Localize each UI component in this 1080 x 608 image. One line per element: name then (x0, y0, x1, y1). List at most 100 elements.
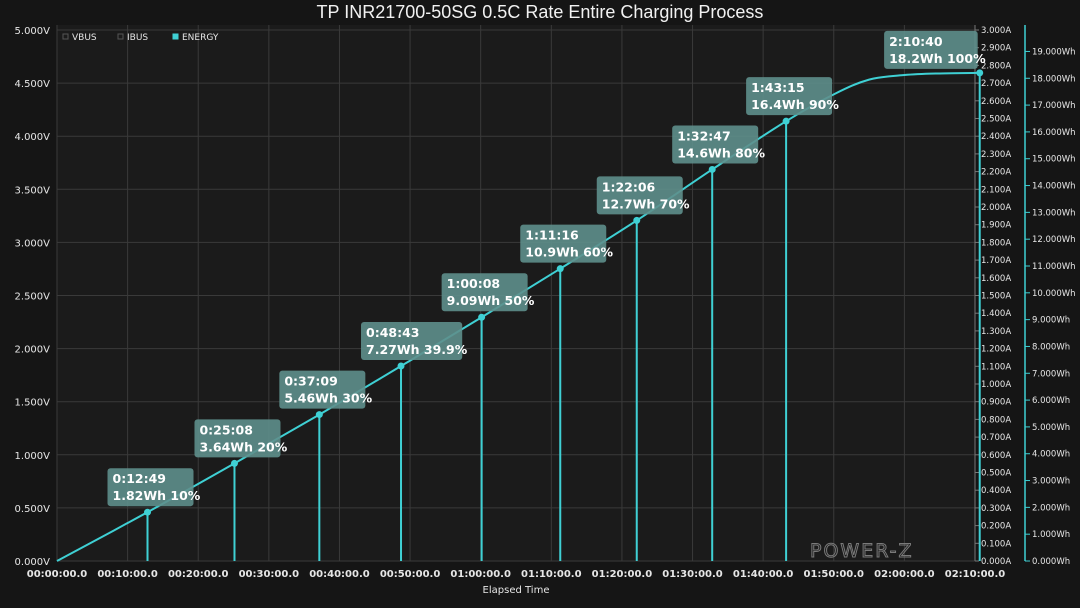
energy-tick-label: 6.000Wh (1032, 396, 1070, 406)
current-tick-label: 1.400A (981, 309, 1011, 319)
current-tick-label: 2.500A (981, 115, 1011, 125)
annotation-box (441, 273, 528, 312)
annotation-time: 1:43:15 (751, 80, 805, 95)
energy-tick-label: 1.000Wh (1032, 530, 1070, 540)
annotation-marker (397, 362, 405, 370)
x-tick-label: 02:10:00.0 (945, 569, 1006, 580)
x-tick-label: 01:30:00.0 (662, 569, 723, 580)
energy-tick-label: 10.000Wh (1032, 289, 1076, 299)
current-tick-label: 1.300A (981, 327, 1011, 337)
current-tick-label: 1.800A (981, 238, 1011, 248)
annotation-marker (315, 411, 323, 419)
current-tick-label: 2.800A (981, 61, 1011, 71)
y-tick-label: 3.000V (15, 238, 51, 249)
energy-tick-label: 18.000Wh (1032, 74, 1076, 84)
current-tick-label: 1.600A (981, 274, 1011, 284)
current-tick-label: 2.100A (981, 185, 1011, 195)
annotation-time: 1:00:08 (447, 276, 501, 291)
annotation-label: 1:32:47 14.6Wh 80% (672, 125, 765, 164)
current-tick-label: 0.300A (981, 504, 1011, 514)
annotation-marker (556, 265, 564, 273)
current-tick-label: 1.100A (981, 362, 1011, 372)
annotation-box (520, 224, 607, 263)
x-tick-label: 00:30:00.0 (239, 569, 300, 580)
current-tick-label: 3.000A (981, 26, 1011, 36)
energy-tick-label: 3.000Wh (1032, 477, 1070, 487)
annotation-label: 1:11:16 10.9Wh 60% (520, 224, 614, 263)
annotation-marker (633, 216, 641, 224)
annotation-box (279, 370, 366, 409)
legend-item: ENERGY (182, 33, 219, 43)
annotation-value: 1.82Wh 10% (113, 488, 201, 503)
x-tick-label: 00:00:00.0 (27, 569, 88, 580)
y-axis-voltage: 0.000V 0.500V 1.000V 1.500V 2.000V 2.500V 3.00… (15, 26, 51, 568)
x-tick-label: 00:10:00.0 (97, 569, 158, 580)
energy-tick-label: 9.000Wh (1032, 316, 1070, 326)
energy-tick-label: 4.000Wh (1032, 450, 1070, 460)
x-tick-label: 01:50:00.0 (804, 569, 865, 580)
legend-swatch (172, 33, 179, 40)
energy-tick-label: 2.000Wh (1032, 503, 1070, 513)
annotation-time: 0:48:43 (366, 325, 420, 340)
annotation-box (194, 419, 281, 458)
y-tick-label: 2.500V (15, 292, 51, 303)
legend-item: IBUS (127, 33, 148, 43)
energy-tick-label: 16.000Wh (1032, 128, 1076, 138)
annotation-label: 1:22:06 12.7Wh 70% (596, 176, 690, 215)
current-tick-label: 2.400A (981, 132, 1011, 142)
annotation-box (746, 77, 833, 116)
annotation-box (672, 125, 759, 164)
annotation-value: 3.64Wh 20% (199, 439, 287, 454)
watermark-logo: POWER-Z (810, 540, 914, 562)
energy-tick-label: 11.000Wh (1032, 262, 1076, 272)
energy-tick-label: 14.000Wh (1032, 182, 1076, 192)
x-tick-label: 00:40:00.0 (309, 569, 370, 580)
current-tick-label: 0.800A (981, 415, 1011, 425)
y-tick-label: 2.000V (15, 345, 51, 356)
annotation-time: 1:32:47 (677, 128, 731, 143)
y-tick-label: 0.000V (15, 557, 51, 568)
chart-title: TP INR21700-50SG 0.5C Rate Entire Chargi… (316, 2, 764, 22)
x-tick-label: 01:40:00.0 (733, 569, 794, 580)
current-tick-label: 0.200A (981, 522, 1011, 532)
y-tick-label: 4.500V (15, 79, 51, 90)
annotation-time: 1:22:06 (602, 179, 656, 194)
annotation-marker (144, 508, 152, 516)
energy-tick-label: 13.000Wh (1032, 208, 1076, 218)
energy-tick-label: 5.000Wh (1032, 423, 1070, 433)
annotation-value: 5.46Wh 30% (284, 391, 372, 406)
annotation-time: 2:10:40 (889, 34, 943, 49)
legend-swatch (117, 33, 124, 40)
current-tick-label: 0.500A (981, 469, 1011, 479)
x-tick-label: 01:00:00.0 (450, 569, 511, 580)
annotation-box (596, 176, 683, 215)
annotations: 0:12:49 1.82Wh 10% 0:25:08 3.64Wh 20% 0:37:0… (107, 30, 986, 561)
legend-swatch (62, 33, 69, 40)
annotation-marker (976, 69, 984, 77)
y-tick-label: 0.500V (15, 504, 51, 515)
annotation-time: 1:11:16 (525, 228, 579, 243)
current-tick-label: 2.200A (981, 168, 1011, 178)
annotation-label: 0:12:49 1.82Wh 10% (107, 468, 201, 507)
y-tick-label: 5.000V (15, 26, 51, 37)
annotation-value: 10.9Wh 60% (525, 245, 613, 260)
y-axis-current: 0.000A 0.100A 0.200A 0.300A 0.400A 0.500A 0.60… (974, 25, 1011, 567)
current-tick-label: 1.000A (981, 380, 1011, 390)
x-tick-label: 01:20:00.0 (592, 569, 653, 580)
annotation-label: 1:43:15 16.4Wh 90% (746, 77, 839, 116)
current-tick-label: 1.500A (981, 292, 1011, 302)
current-tick-label: 2.300A (981, 150, 1011, 160)
current-tick-label: 0.400A (981, 486, 1011, 496)
annotation-value: 16.4Wh 90% (751, 97, 839, 112)
legend-item: VBUS (72, 33, 97, 43)
annotation-marker (708, 165, 716, 173)
annotation-box (107, 468, 194, 507)
energy-tick-label: 12.000Wh (1032, 235, 1076, 245)
current-tick-label: 2.700A (981, 79, 1011, 89)
annotation-label: 0:37:09 5.46Wh 30% (279, 370, 373, 409)
annotation-time: 0:25:08 (199, 422, 253, 437)
annotation-value: 14.6Wh 80% (677, 145, 765, 160)
current-tick-label: 1.900A (981, 221, 1011, 231)
energy-tick-label: 15.000Wh (1032, 155, 1076, 165)
